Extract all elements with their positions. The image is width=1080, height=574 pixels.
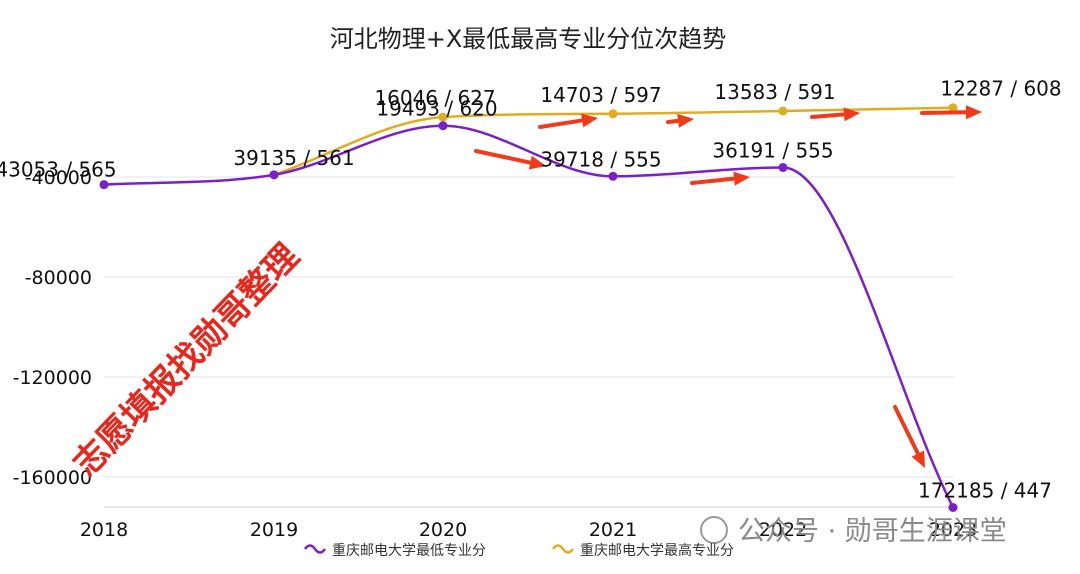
data-point[interactable]	[99, 180, 109, 190]
series-line-min	[103, 124, 955, 509]
y-axis-ticks: -40000 -80000 -120000 -160000	[13, 167, 92, 489]
red-arrow	[920, 105, 982, 120]
data-label: 13583 / 591	[714, 80, 835, 104]
data-point[interactable]	[778, 162, 788, 172]
data-label: 172185 / 447	[918, 478, 1052, 502]
x-tick-label: 2019	[250, 519, 298, 541]
data-label: 19493 / 620	[376, 97, 497, 121]
legend-swatch-max	[551, 544, 575, 554]
x-tick-label: 2022	[759, 519, 807, 541]
red-watermark: 志愿填报找勋哥整理	[66, 236, 307, 484]
y-tick-label: -160000	[13, 467, 92, 489]
data-point[interactable]	[608, 171, 618, 181]
y-tick-label: -80000	[25, 267, 92, 289]
legend-swatch-min	[303, 544, 327, 554]
data-point[interactable]	[948, 103, 958, 113]
data-point[interactable]	[269, 170, 279, 180]
legend-label-max: 重庆邮电大学最高专业分	[580, 542, 734, 559]
red-arrow	[810, 107, 860, 122]
x-axis-ticks: 2018 2019 2020 2021 2022 2023	[80, 519, 977, 541]
data-point[interactable]	[438, 112, 448, 122]
wechat-icon	[700, 516, 728, 544]
data-label: 36191 / 555	[712, 138, 833, 162]
data-labels: 43053 / 565 39135 / 561 19493 / 620 39718 /…	[0, 77, 1062, 503]
x-tick-label: 2023	[929, 519, 977, 541]
data-point[interactable]	[438, 121, 448, 131]
data-label: 12287 / 608	[940, 77, 1061, 101]
red-arrow	[538, 113, 598, 129]
data-label: 39135 / 561	[233, 146, 354, 170]
data-point[interactable]	[948, 502, 958, 512]
legend: 重庆邮电大学最低专业分 重庆邮电大学最高专业分	[303, 542, 734, 559]
red-arrow-annotations	[474, 105, 982, 468]
gray-watermark: 公众号 · 勋哥生涯课堂	[700, 516, 1007, 547]
legend-label-min: 重庆邮电大学最低专业分	[332, 543, 486, 559]
y-tick-label: -40000	[25, 167, 92, 189]
red-arrow	[474, 149, 546, 170]
data-label: 39718 / 555	[540, 147, 661, 171]
red-arrow	[690, 171, 750, 186]
data-point[interactable]	[778, 106, 788, 116]
y-tick-label: -120000	[13, 367, 92, 389]
x-tick-label: 2018	[80, 519, 128, 541]
data-label: 16046 / 627	[374, 86, 495, 110]
grid-lines	[104, 176, 954, 508]
data-point[interactable]	[608, 109, 618, 119]
red-arrow	[893, 405, 925, 468]
legend-item-max[interactable]: 重庆邮电大学最高专业分	[551, 542, 734, 559]
data-label: 14703 / 597	[540, 83, 661, 107]
x-tick-label: 2021	[589, 519, 637, 541]
data-label: 43053 / 565	[0, 158, 117, 182]
legend-item-min[interactable]: 重庆邮电大学最低专业分	[303, 543, 486, 559]
gray-watermark-text: 公众号 · 勋哥生涯课堂	[738, 516, 1007, 547]
series-min-group	[99, 121, 958, 512]
red-arrow	[666, 113, 694, 128]
chart-title: 河北物理+X最低最高专业分位次趋势	[330, 25, 727, 53]
x-tick-label: 2020	[419, 519, 467, 541]
